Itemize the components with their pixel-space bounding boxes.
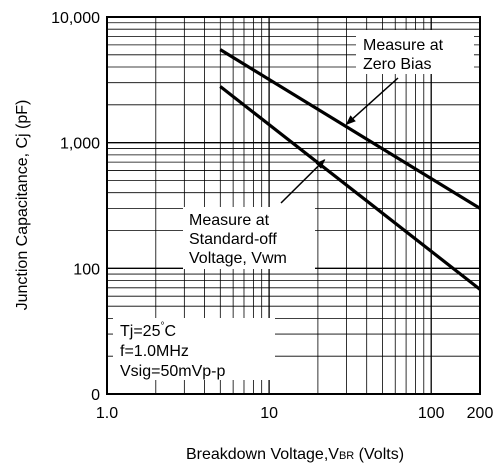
x-axis-label: Breakdown Voltage,VBR (Volts) [186, 446, 404, 463]
x-tick-label: 100 [418, 405, 445, 422]
annotation-standoff-line-1: Measure at [189, 212, 270, 229]
series-group [219, 48, 481, 291]
annotation-zero-bias-box [356, 30, 474, 74]
tick-labels: 1.0 10 100 200 0 100 1,000 10,000 [51, 10, 493, 422]
annotation-zero-bias-line-2: Zero Bias [363, 56, 431, 73]
conditions-signal: Vsig=50mVp-p [120, 363, 225, 380]
x-tick-label: 10 [260, 405, 278, 422]
x-tick-label: 1.0 [96, 405, 118, 422]
annotation-standoff: Measure at Standard-off Voltage, Vwm [183, 159, 326, 269]
annotation-standoff-line-2: Standard-off [189, 231, 277, 248]
conditions-box: Tj=25°C f=1.0MHz Vsig=50mVp-p [113, 318, 275, 380]
annotation-standoff-arrow [280, 159, 326, 204]
y-tick-label: 100 [73, 261, 100, 278]
conditions-frequency: f=1.0MHz [120, 343, 189, 360]
conditions-temperature: Tj=25°C [120, 321, 176, 340]
annotation-zero-bias-line-1: Measure at [363, 37, 444, 54]
x-tick-label: 200 [467, 405, 494, 422]
series-line-2 [219, 85, 481, 291]
annotation-standoff-box [183, 207, 315, 269]
y-axis-label: Junction Capacitance, Cj (pF) [14, 100, 31, 311]
annotation-standoff-line-3: Voltage, Vwm [189, 250, 287, 267]
y-tick-label: 0 [91, 387, 100, 404]
annotation-zero-bias: Measure at Zero Bias [345, 30, 474, 125]
conditions-box-bg [113, 318, 275, 380]
y-tick-label: 1,000 [60, 136, 100, 153]
y-tick-label: 10,000 [51, 10, 100, 27]
series-line-1 [219, 48, 481, 210]
annotation-zero-bias-arrow [345, 77, 399, 125]
plot-frame [106, 16, 481, 395]
